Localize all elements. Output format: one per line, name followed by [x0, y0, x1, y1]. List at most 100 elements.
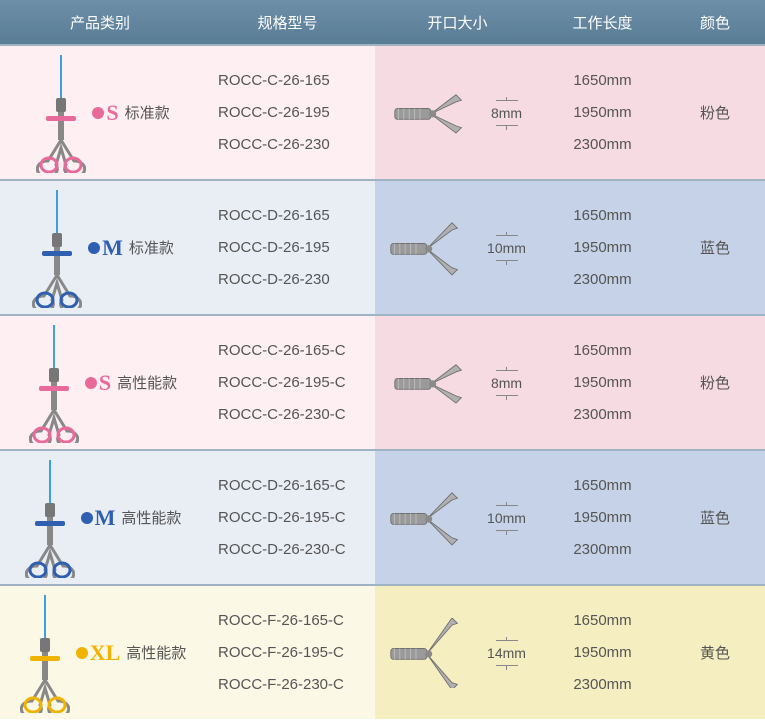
model-code: ROCC-F-26-195-C: [218, 644, 344, 661]
device-icon: [32, 188, 82, 308]
cell-color: 粉色: [665, 46, 765, 179]
working-length: 2300mm: [573, 541, 631, 558]
color-dot-icon: [88, 242, 100, 254]
opening-size-label: 14mm: [487, 646, 526, 660]
cell-lengths: 1650mm 1950mm 2300mm: [540, 181, 665, 314]
cell-category: M 高性能款: [0, 451, 200, 584]
device-icon: [20, 593, 70, 713]
cell-color: 蓝色: [665, 451, 765, 584]
device-icon: [29, 323, 79, 443]
color-label: 黄色: [700, 642, 730, 663]
cell-models: ROCC-C-26-165-CROCC-C-26-195-CROCC-C-26-…: [200, 316, 375, 449]
working-length: 1650mm: [573, 477, 631, 494]
cell-category: M 标准款: [0, 181, 200, 314]
cell-category: S 高性能款: [0, 316, 200, 449]
table-row: S 标准款 ROCC-C-26-165 ROCC-C-26-195 ROCC-C-2…: [0, 44, 765, 179]
cell-color: 黄色: [665, 586, 765, 719]
clip-head-icon: [393, 78, 483, 148]
working-length: 2300mm: [573, 406, 631, 423]
opening-size-label: 10mm: [487, 511, 526, 525]
cell-opening: 10mm: [375, 181, 540, 314]
dimension-mark: 10mm: [487, 505, 526, 531]
header-col-length: 工作长度: [540, 12, 665, 33]
table-row: M 高性能款 ROCC-D-26-165-CROCC-D-26-195-CROC…: [0, 449, 765, 584]
device-icon: [36, 53, 86, 173]
cell-lengths: 1650mm 1950mm 2300mm: [540, 46, 665, 179]
table-header: 产品类别 规格型号 开口大小 工作长度 颜色: [0, 0, 765, 44]
working-length: 1950mm: [573, 374, 631, 391]
size-code: S: [106, 100, 118, 126]
color-label: 蓝色: [700, 237, 730, 258]
dimension-mark: 8mm: [491, 100, 522, 126]
model-code: ROCC-C-26-195: [218, 104, 330, 121]
working-length: 1950mm: [573, 644, 631, 661]
working-length: 2300mm: [573, 676, 631, 693]
working-length: 2300mm: [573, 271, 631, 288]
color-dot-icon: [85, 377, 97, 389]
dimension-mark: 8mm: [491, 370, 522, 396]
model-code: ROCC-F-26-230-C: [218, 676, 344, 693]
model-code: ROCC-D-26-195: [218, 239, 330, 256]
cell-opening: 14mm: [375, 586, 540, 719]
product-spec-table: 产品类别 规格型号 开口大小 工作长度 颜色 S 标准款 ROCC-C-26-1…: [0, 0, 765, 719]
opening-size-label: 8mm: [491, 106, 522, 120]
cell-lengths: 1650mm 1950mm 2300mm: [540, 451, 665, 584]
size-badge: M: [81, 505, 116, 531]
cell-opening: 8mm: [375, 46, 540, 179]
cell-models: ROCC-D-26-165 ROCC-D-26-195 ROCC-D-26-230: [200, 181, 375, 314]
color-label: 粉色: [700, 102, 730, 123]
working-length: 1950mm: [573, 239, 631, 256]
working-length: 1950mm: [573, 104, 631, 121]
cell-lengths: 1650mm 1950mm 2300mm: [540, 316, 665, 449]
table-row: XL 高性能款 ROCC-F-26-165-CROCC-F-26-195-CRO…: [0, 584, 765, 719]
model-code: ROCC-C-26-165: [218, 72, 330, 89]
model-code: ROCC-D-26-165: [218, 207, 330, 224]
cell-lengths: 1650mm 1950mm 2300mm: [540, 586, 665, 719]
cell-color: 蓝色: [665, 181, 765, 314]
size-code: M: [95, 505, 116, 531]
opening-size-label: 10mm: [487, 241, 526, 255]
cell-models: ROCC-D-26-165-CROCC-D-26-195-CROCC-D-26-…: [200, 451, 375, 584]
color-dot-icon: [76, 647, 88, 659]
header-col-category: 产品类别: [0, 12, 200, 33]
clip-head-icon: [389, 618, 479, 688]
clip-head-icon: [393, 348, 483, 418]
clip-head-icon: [389, 213, 479, 283]
type-label: 高性能款: [126, 642, 186, 663]
model-code: ROCC-C-26-230: [218, 136, 330, 153]
dimension-mark: 14mm: [487, 640, 526, 666]
table-body: S 标准款 ROCC-C-26-165 ROCC-C-26-195 ROCC-C-2…: [0, 44, 765, 719]
table-row: S 高性能款 ROCC-C-26-165-CROCC-C-26-195-CROC…: [0, 314, 765, 449]
working-length: 1650mm: [573, 342, 631, 359]
cell-models: ROCC-F-26-165-C ROCC-F-26-195-C ROCC-F-26-…: [200, 586, 375, 719]
model-code: ROCC-D-26-230: [218, 271, 330, 288]
header-col-opening: 开口大小: [375, 12, 540, 33]
size-badge: S: [92, 100, 118, 126]
type-label: 高性能款: [117, 372, 177, 393]
working-length: 2300mm: [573, 136, 631, 153]
device-icon: [25, 458, 75, 578]
type-label: 高性能款: [121, 507, 181, 528]
model-code: ROCC-F-26-165-C: [218, 612, 344, 629]
color-label: 蓝色: [700, 507, 730, 528]
type-label: 标准款: [129, 237, 174, 258]
working-length: 1650mm: [573, 207, 631, 224]
model-code: ROCC-D-26-195-C: [218, 509, 346, 526]
cell-opening: 8mm: [375, 316, 540, 449]
dimension-mark: 10mm: [487, 235, 526, 261]
cell-color: 粉色: [665, 316, 765, 449]
header-col-color: 颜色: [665, 12, 765, 33]
color-label: 粉色: [700, 372, 730, 393]
model-code: ROCC-C-26-165-C: [218, 342, 346, 359]
working-length: 1650mm: [573, 72, 631, 89]
cell-category: XL 高性能款: [0, 586, 200, 719]
working-length: 1650mm: [573, 612, 631, 629]
cell-category: S 标准款: [0, 46, 200, 179]
type-label: 标准款: [125, 102, 170, 123]
working-length: 1950mm: [573, 509, 631, 526]
size-code: M: [102, 235, 123, 261]
clip-head-icon: [389, 483, 479, 553]
size-badge: M: [88, 235, 123, 261]
cell-opening: 10mm: [375, 451, 540, 584]
model-code: ROCC-C-26-195-C: [218, 374, 346, 391]
